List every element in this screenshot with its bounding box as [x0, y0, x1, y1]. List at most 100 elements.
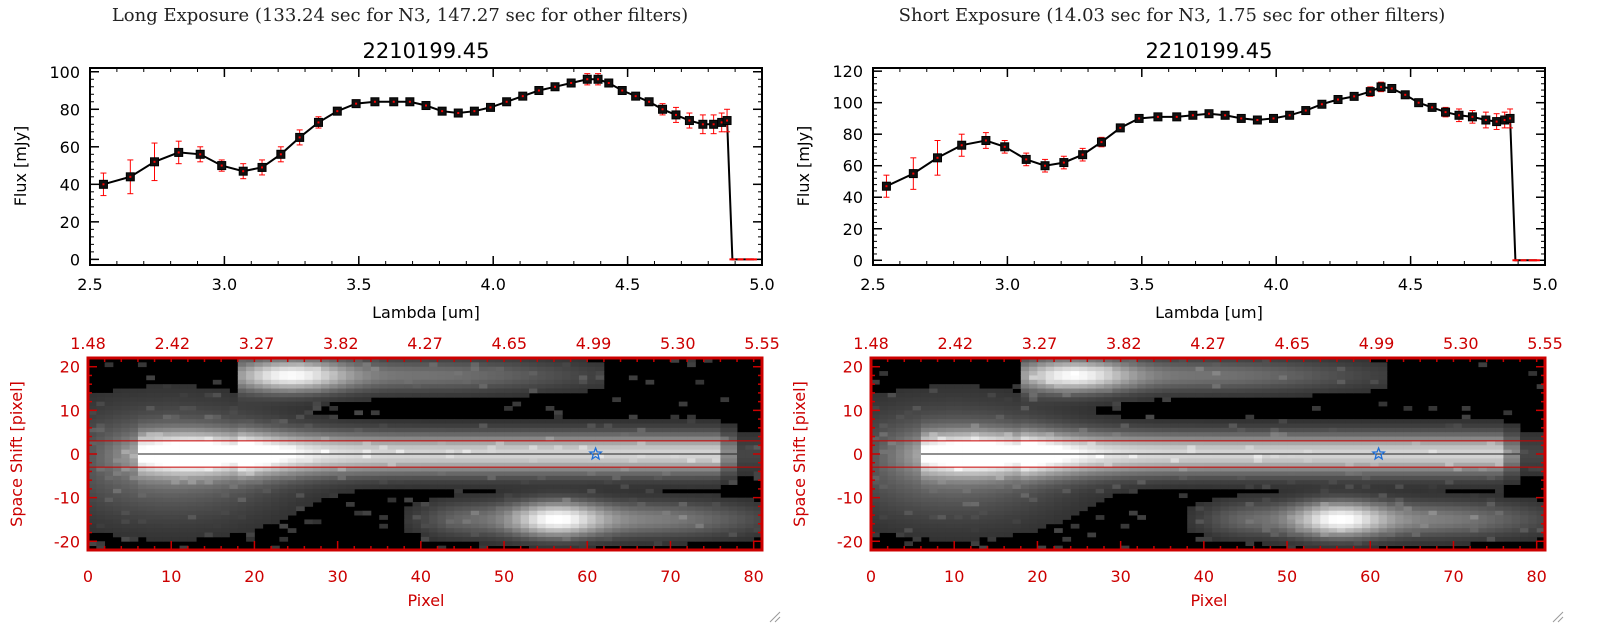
image-pixel	[504, 484, 513, 490]
image-pixel	[753, 475, 763, 481]
image-pixel	[137, 475, 147, 481]
image-pixel	[1220, 427, 1230, 433]
image-pixel	[879, 467, 889, 472]
image-pixel	[987, 484, 997, 490]
image-pixel	[370, 458, 380, 464]
image-pixel	[537, 419, 547, 424]
image-pixel	[312, 366, 322, 372]
image-pixel	[1054, 484, 1063, 490]
image-pixel	[545, 462, 555, 468]
image-pixel	[1162, 397, 1171, 403]
image-pixel	[1004, 388, 1013, 394]
image-pixel	[529, 358, 538, 363]
image-pixel	[879, 480, 889, 485]
image-pixel	[1054, 397, 1063, 403]
data-point-center	[554, 85, 557, 88]
image-pixel	[553, 493, 563, 499]
image-pixel	[179, 506, 189, 512]
image-pixel	[254, 493, 264, 499]
image-pixel	[154, 488, 164, 494]
image-pixel	[279, 523, 289, 529]
image-pixel	[687, 536, 696, 542]
image-pixel	[1145, 458, 1155, 464]
image-pixel	[237, 362, 247, 368]
image-pixel	[345, 480, 355, 485]
image-pixel	[628, 528, 638, 533]
image-pixel	[412, 445, 422, 451]
image-pixel	[1153, 484, 1163, 490]
image-pixel	[112, 462, 122, 468]
image-pixel	[1062, 414, 1072, 420]
image-pixel	[979, 545, 988, 551]
image-pixel	[495, 419, 505, 424]
image-pixel	[229, 480, 239, 485]
image-pixel	[979, 467, 988, 472]
image-pixel	[287, 414, 297, 420]
image-pixel	[354, 362, 363, 368]
image-pixel	[1045, 423, 1055, 429]
image-pixel	[420, 502, 430, 507]
image-pixel	[304, 432, 314, 437]
image-pixel	[1062, 371, 1072, 376]
image-pixel	[879, 423, 889, 429]
image-pixel	[304, 414, 314, 420]
image-pixel	[653, 419, 663, 424]
image-pixel	[628, 471, 638, 477]
image-pixel	[445, 427, 455, 433]
image-pixel	[345, 436, 355, 442]
image-pixel	[1095, 449, 1105, 455]
image-pixel	[287, 528, 297, 533]
image-pixel	[912, 467, 922, 472]
image-pixel	[962, 475, 972, 481]
image-pixel	[1203, 515, 1213, 520]
image-pixel	[404, 519, 413, 525]
image-pixel	[512, 510, 522, 516]
image-pixel	[895, 458, 905, 464]
image-pixel	[204, 506, 214, 512]
image-pixel	[370, 475, 380, 481]
image-pixel	[1012, 493, 1022, 499]
image-pixel	[887, 410, 897, 416]
image-pixel	[687, 515, 696, 520]
image-pixel	[1012, 480, 1022, 485]
image-pixel	[470, 427, 480, 433]
image-pixel	[454, 454, 463, 459]
image-pixel	[504, 384, 513, 389]
image-pixel	[246, 475, 255, 481]
image-pixel	[379, 375, 388, 381]
image-pixel	[1145, 480, 1155, 485]
image-pixel	[670, 419, 680, 424]
image-pixel	[887, 440, 897, 446]
image-pixel	[329, 436, 339, 442]
spectral-image-pixels	[871, 358, 1546, 551]
image-pixel	[154, 536, 164, 542]
image-pixel	[320, 462, 330, 468]
image-pixel	[687, 462, 696, 468]
image-pixel	[970, 541, 980, 547]
image-pixel	[1195, 436, 1205, 442]
image-pixel	[237, 493, 247, 499]
image-pixel	[154, 436, 164, 442]
image-pixel	[595, 432, 605, 437]
image-pixel	[620, 506, 630, 512]
image-pixel	[871, 493, 880, 499]
image-pixel	[362, 458, 372, 464]
image-pixel	[1220, 388, 1230, 394]
image-pixel	[304, 462, 314, 468]
image-pixel	[954, 449, 963, 455]
image-pixel	[1087, 401, 1097, 407]
image-pixel	[404, 523, 413, 529]
image-pixel	[578, 510, 588, 516]
image-pixel	[1153, 454, 1163, 459]
image-pixel	[912, 506, 922, 512]
image-pixel	[112, 449, 122, 455]
image-pixel	[670, 423, 680, 429]
image-pixel	[1120, 471, 1130, 477]
image-pixel	[221, 392, 230, 398]
image-pixel	[1012, 502, 1022, 507]
image-pixel	[229, 427, 239, 433]
image-pixel	[429, 371, 438, 376]
image-pixel	[121, 414, 130, 420]
image-pixel	[929, 471, 938, 477]
data-point-center	[1380, 85, 1383, 88]
